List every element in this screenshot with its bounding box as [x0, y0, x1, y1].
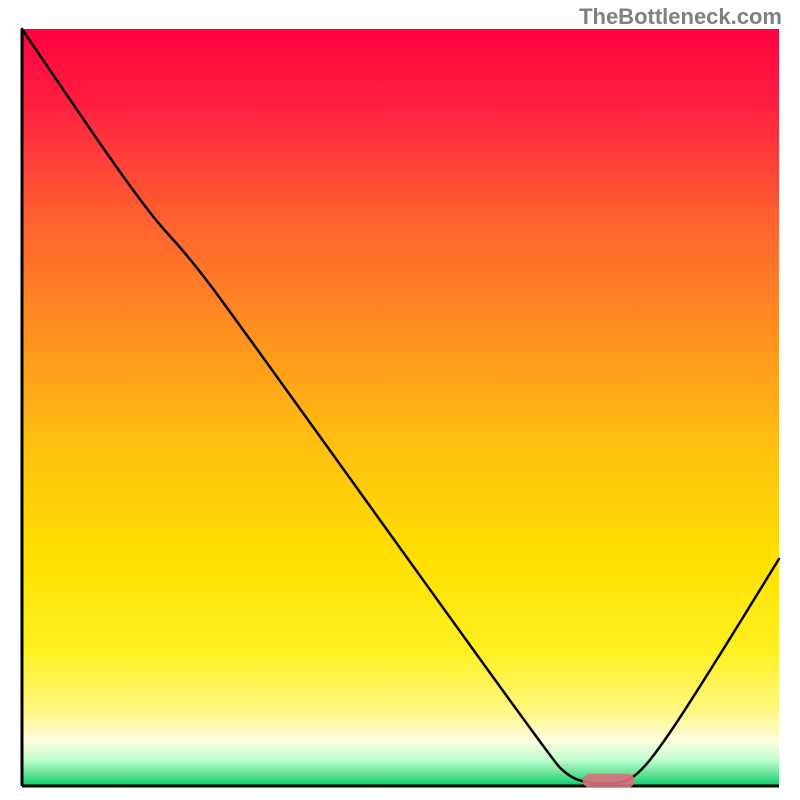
chart-svg — [0, 0, 800, 800]
gradient-background — [22, 29, 779, 786]
optimal-range-marker — [583, 774, 635, 788]
